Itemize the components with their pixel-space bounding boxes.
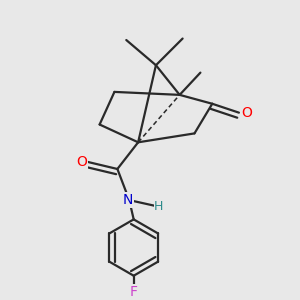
Text: O: O [76, 154, 87, 169]
Text: H: H [154, 200, 164, 212]
Text: O: O [241, 106, 252, 120]
Text: N: N [123, 193, 133, 207]
Text: F: F [130, 285, 138, 299]
